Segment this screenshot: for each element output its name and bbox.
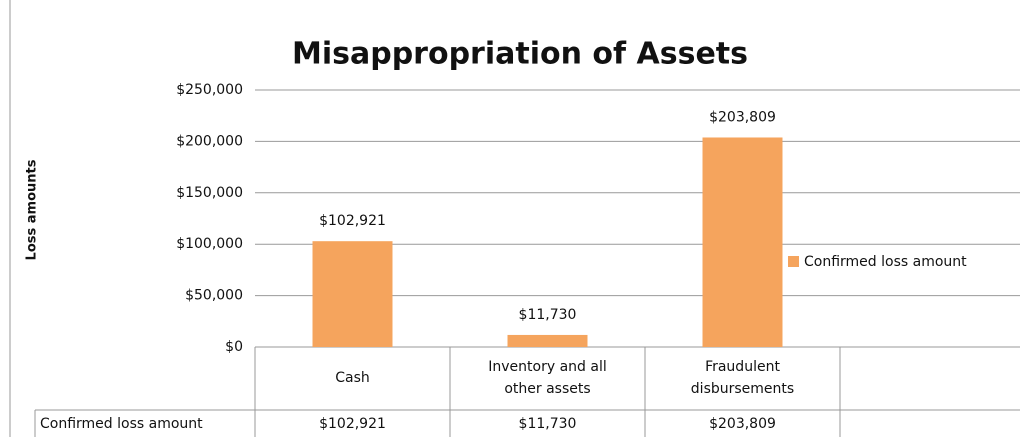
table-value: $11,730 (519, 416, 577, 432)
y-tick-label: $0 (225, 339, 243, 355)
y-tick-label: $150,000 (176, 185, 243, 201)
bar (702, 137, 783, 347)
table-value: $203,809 (709, 416, 776, 432)
y-tick-label: $100,000 (176, 236, 243, 252)
y-tick-label: $200,000 (176, 133, 243, 149)
bar (312, 241, 393, 347)
table-value: $102,921 (319, 416, 386, 432)
bar (507, 334, 588, 347)
y-tick-label: $250,000 (176, 82, 243, 98)
x-tick-label: Cash (335, 370, 370, 386)
y-axis-label: Loss amounts (25, 159, 40, 260)
chart-title: Misappropriation of Assets (292, 37, 748, 72)
table-row-label: Confirmed loss amount (40, 416, 203, 432)
legend-swatch (788, 256, 799, 267)
x-tick-label: Inventory and all other assets (488, 359, 606, 397)
x-tick-label: Fraudulent disbursements (691, 359, 794, 397)
data-label: $203,809 (709, 109, 776, 125)
data-label: $11,730 (519, 307, 577, 323)
data-label: $102,921 (319, 213, 386, 229)
y-tick-label: $50,000 (185, 288, 243, 304)
legend-label: Confirmed loss amount (804, 254, 967, 270)
